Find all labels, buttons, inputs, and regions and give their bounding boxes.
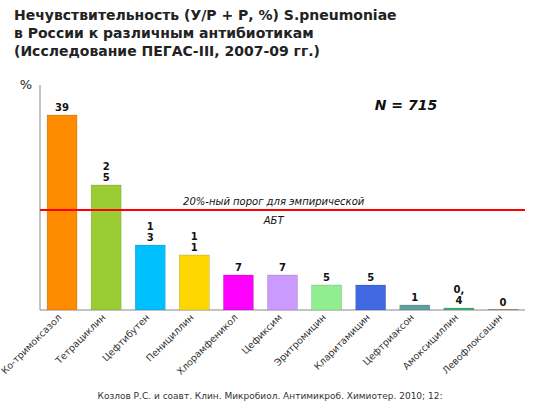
bars: [40, 115, 525, 310]
data-label-line: 5: [103, 172, 110, 183]
bar: [91, 185, 121, 310]
data-label: 0: [499, 297, 506, 308]
data-label-line: 4: [455, 295, 462, 306]
x-tick-label: Тетрациклин: [52, 312, 107, 367]
threshold-line: [40, 209, 525, 211]
x-tick-label: Левофлоксацин: [440, 312, 504, 376]
data-label: 7: [235, 262, 242, 273]
annotation: N = 715: [375, 97, 438, 113]
data-label-line: 5: [323, 272, 330, 283]
bar: [400, 305, 430, 310]
data-label-line: 0: [499, 297, 506, 308]
bar: [179, 255, 209, 310]
data-label: 5: [323, 272, 330, 283]
bar: [488, 309, 518, 310]
data-label-line: 0,: [453, 284, 464, 295]
y-axis-line: [40, 85, 41, 310]
y-axis-label: %: [20, 77, 32, 92]
bar: [47, 115, 77, 310]
data-label-line: 1: [147, 221, 154, 232]
data-label: 5: [367, 272, 374, 283]
bar: [268, 275, 298, 310]
x-tick-label: Хлорамфеникол: [174, 312, 239, 377]
data-label: 7: [279, 262, 286, 273]
bar: [312, 285, 342, 310]
data-label: 13: [147, 221, 154, 243]
data-label: 11: [191, 231, 198, 253]
bar: [223, 275, 253, 310]
threshold-label: АБТ: [263, 215, 285, 226]
data-label-line: 1: [191, 242, 198, 253]
threshold-label: 20%-ный порог для эмпирической: [183, 196, 365, 207]
data-label-line: 3: [147, 232, 154, 243]
data-label-line: 7: [279, 262, 286, 273]
data-label-line: 39: [55, 102, 69, 113]
bar: [356, 285, 386, 310]
data-label: 25: [103, 161, 110, 183]
data-label: 0,4: [453, 284, 464, 306]
data-label: 39: [55, 102, 69, 113]
title: (Исследование ПЕГАС-III, 2007-09 гг.): [14, 43, 320, 59]
data-label-line: 7: [235, 262, 242, 273]
x-tick-label: Цефиксим: [239, 312, 283, 356]
data-label-line: 2: [103, 161, 110, 172]
title: в России к различным антибиотикам: [14, 25, 314, 41]
bar: [444, 308, 474, 310]
chart: Нечувствительность (У/Р + Р, %) S.pneumo…: [0, 0, 540, 405]
source: Козлов Р.С. и соавт. Клин. Микробиол. Ан…: [98, 391, 443, 401]
data-label: 1: [411, 292, 418, 303]
title: Нечувствительность (У/Р + Р, %) S.pneumo…: [14, 7, 397, 23]
bar: [135, 245, 165, 310]
data-label-line: 1: [411, 292, 418, 303]
data-label-line: 1: [191, 231, 198, 242]
data-label-line: 5: [367, 272, 374, 283]
x-tick-label: Ко-тримоксазол: [0, 312, 63, 377]
